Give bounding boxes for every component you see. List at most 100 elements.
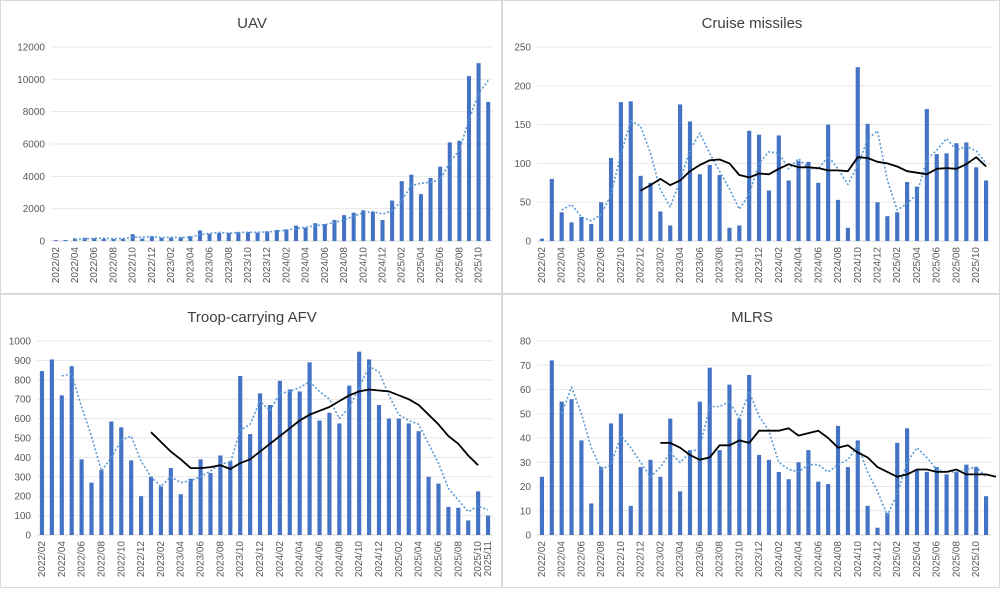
x-tick-label: 2023/08 — [715, 247, 726, 284]
bar — [964, 464, 969, 535]
y-tick-label: 200 — [14, 492, 31, 503]
bar — [332, 219, 337, 241]
bar — [895, 212, 900, 241]
bar — [668, 225, 673, 241]
x-tick-label: 2025/08 — [453, 541, 464, 578]
bar — [589, 223, 594, 241]
x-tick-label: 2025/02 — [892, 247, 903, 284]
bar — [697, 174, 702, 241]
bar — [776, 135, 781, 241]
bar — [737, 418, 742, 535]
chart-uav: UAV 0 2000 4000 6000 8000 10000 12000 2022/02 202… — [17, 15, 493, 284]
x-tick-label: 2023/02 — [655, 541, 666, 578]
x-tick-label: 2024/04 — [301, 247, 312, 284]
bar — [569, 399, 574, 535]
bar — [628, 101, 633, 241]
x-tick-label: 2025/06 — [932, 541, 943, 578]
bar — [337, 423, 342, 535]
y-tick-label: 8000 — [23, 107, 46, 118]
x-tick-label: 2022/10 — [128, 247, 139, 284]
bar — [648, 182, 653, 241]
x-tick-label: 2025/10 — [474, 247, 485, 284]
x-tick-label: 2022/04 — [70, 247, 81, 284]
bar — [456, 507, 461, 535]
bar — [245, 231, 250, 241]
x-tick-label: 2024/04 — [794, 247, 805, 284]
y-tick-label: 100 — [514, 159, 531, 170]
x-tick-label: 2024/08 — [334, 541, 345, 578]
x-tick-label: 2023/12 — [262, 247, 273, 284]
x-tick-label: 2022/08 — [596, 541, 607, 578]
x-tick-label: 2024/04 — [794, 541, 805, 578]
bar — [954, 471, 959, 535]
bar — [178, 237, 183, 241]
bar — [436, 483, 441, 535]
bar — [303, 227, 308, 241]
x-tick-label: 2022/10 — [116, 541, 127, 578]
bar — [974, 467, 979, 535]
x-tick-label: 2025/04 — [912, 541, 923, 578]
bar — [347, 385, 352, 535]
bar — [756, 134, 762, 241]
bar — [826, 484, 831, 535]
y-tick-label: 800 — [14, 375, 31, 386]
bar — [217, 232, 222, 241]
bar — [826, 124, 831, 241]
x-tick-label: 2024/02 — [774, 247, 785, 284]
bar — [99, 470, 104, 535]
bar — [307, 362, 312, 535]
bar — [766, 190, 772, 241]
x-tick-label: 2025/10 — [971, 247, 982, 284]
bar — [79, 459, 84, 535]
x-tick-label: 2023/08 — [715, 541, 726, 578]
bar — [599, 202, 604, 241]
bar — [53, 240, 58, 241]
x-tick-label: 2025/11 — [483, 541, 494, 577]
bar — [954, 143, 959, 241]
bar — [717, 175, 722, 241]
x-tick-label: 2025/04 — [416, 247, 427, 284]
x-tick-label: 2023/08 — [224, 247, 235, 284]
bar — [865, 123, 870, 241]
y-tick-label: 0 — [39, 237, 45, 248]
x-tick-label: 2025/08 — [454, 247, 465, 284]
chart-panel-uav: UAV 0 2000 4000 6000 8000 10000 12000 2022/02 202… — [0, 0, 502, 294]
bar — [313, 223, 318, 241]
bar — [549, 360, 554, 535]
trend-line — [660, 427, 997, 478]
bar — [845, 227, 850, 241]
bar — [466, 520, 471, 535]
y-tick-label: 40 — [520, 434, 532, 445]
bar — [121, 238, 126, 241]
bar — [806, 161, 811, 241]
x-tick-label: 2024/02 — [774, 541, 785, 578]
bar — [885, 216, 890, 241]
bar — [559, 401, 564, 535]
bar — [865, 505, 870, 535]
x-tick-label: 2022/12 — [147, 247, 158, 284]
bar — [297, 391, 302, 535]
bar — [845, 467, 850, 535]
moving-average-line — [560, 386, 987, 517]
bar — [149, 236, 154, 241]
chart-cruise-missiles: Cruise missiles 0 50 100 150 200 250 2022/02 202… — [514, 15, 991, 284]
x-tick-label: 2024/12 — [378, 247, 389, 284]
x-tick-label: 2025/10 — [473, 541, 484, 578]
bar — [668, 418, 673, 535]
bar — [426, 476, 431, 535]
x-tick-label: 2022/08 — [96, 541, 107, 578]
bar — [914, 186, 920, 241]
bar — [277, 380, 282, 535]
bar — [418, 194, 423, 241]
y-tick-label: 1000 — [9, 337, 32, 348]
x-tick-label: 2023/02 — [156, 541, 167, 578]
bar — [457, 140, 462, 241]
bar — [284, 229, 289, 241]
bar — [539, 476, 545, 535]
x-tick-label: 2022/02 — [537, 247, 548, 284]
bar — [476, 491, 481, 535]
moving-average-line — [61, 365, 489, 513]
x-tick-label: 2024/06 — [813, 541, 824, 578]
x-tick-label: 2022/06 — [576, 541, 587, 578]
bar — [855, 440, 860, 535]
